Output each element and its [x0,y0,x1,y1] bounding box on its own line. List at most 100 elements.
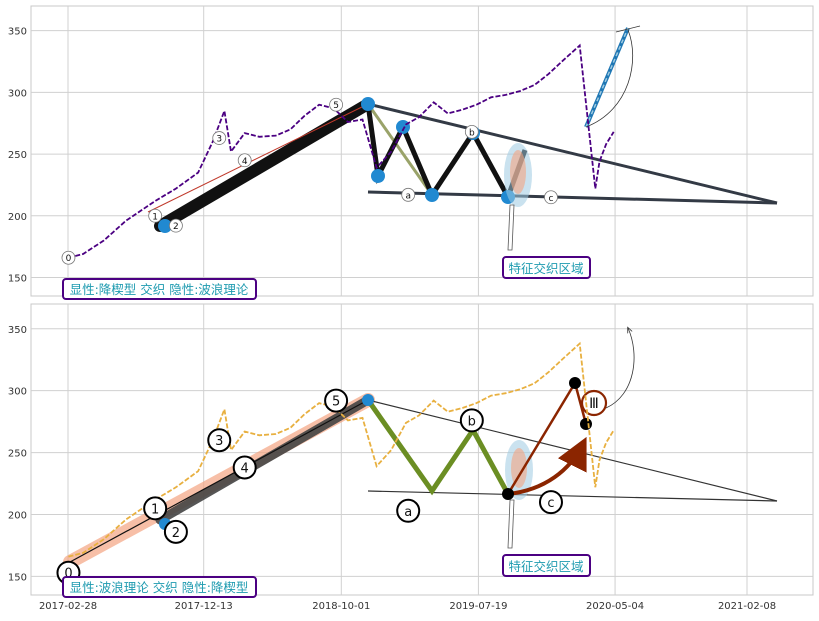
bottom-node [569,377,581,389]
wave-label-0: 0 [61,250,76,265]
price-series-line [68,43,615,259]
x-tick-label: 2017-12-13 [175,601,233,612]
y-tick-label: 150 [8,572,27,583]
top-projection-tick [615,25,641,33]
wave-label-5: 5 [324,388,349,413]
bottom-legend-box: 显性:波浪理论 交织 隐性:降楔型 [62,576,257,598]
bottom-y-tick-labels: 150 200 250 300 350 [8,325,27,584]
top-interweave-ellipse-inner [510,150,526,194]
x-tick-label: 2019-07-19 [449,601,507,612]
wave-label-4: 4 [232,455,257,480]
bottom-wave-green [365,398,511,496]
wave-label-circle [459,408,484,433]
wave-label-1: 1 [143,496,168,521]
wave-label-text: c [547,496,554,511]
bottom-overlays: Ⅲ [63,328,778,569]
y-tick-label: 300 [8,88,27,99]
top-callout-pointer [507,204,515,251]
wave-label-circle [207,428,232,453]
wave-label-circle [212,131,227,145]
top-node [361,97,375,111]
top-wave-labels: 0 1 2 3 4 5 a b c [61,97,558,265]
y-tick-label: 150 [8,273,27,284]
wave-label-5: 5 [329,97,344,112]
bottom-impulse-dark-band [155,395,373,525]
wave-label-text: 0 [64,567,72,582]
bottom-annotation-box: 特征交织区域 [502,554,591,577]
y-tick-label: 350 [8,27,27,38]
wave-label-3: 3 [207,428,232,453]
bottom-wedge-lower-line [367,490,778,502]
top-price-series [68,43,615,259]
x-tick-label: 2020-05-04 [586,601,644,612]
top-projection-curve [585,29,634,128]
wave-label-circle [237,153,252,168]
wave-label-b: b [459,408,484,433]
top-wave-impulse-band [154,98,374,232]
bottom-wave-labels: 0 12 3 4 5 a b c [56,388,563,585]
top-node [158,219,172,233]
wave-label-text: 3 [215,434,223,449]
wave-label-b: b [464,124,479,139]
wave-label-circle [143,496,168,521]
wave-label-a: a [401,187,416,202]
top-wave-olive [366,103,434,196]
bottom-projection-arrow [507,436,587,496]
wave-label-2: 2 [163,519,188,544]
wave-label-text: 2 [173,222,179,232]
y-tick-label: 250 [8,150,27,161]
bottom-legend-text: 显性:波浪理论 交织 隐性:降楔型 [70,580,249,595]
top-node [396,120,410,134]
top-panel-frame [30,5,814,297]
wave-label-circle [401,187,416,202]
bottom-thin-arrow [605,328,635,409]
bottom-node [362,394,374,406]
top-wave-thin-red [147,103,369,213]
wave-label-text: 0 [66,254,72,264]
top-annotation-text: 特征交织区域 [508,261,583,276]
top-node [371,169,385,183]
x-tick-label: 2017-02-28 [39,601,97,612]
top-legend-box: 显性:降楔型 交织 隐性:波浪理论 [62,278,257,300]
x-tick-label: 2018-10-01 [312,601,370,612]
wave-label-text: 1 [152,212,158,222]
wave-label-text: c [549,194,554,204]
x-tick-label: 2021-02-08 [718,601,776,612]
top-annotation-box: 特征交织区域 [502,256,591,279]
bottom-interweave-ellipse-inner [511,448,527,488]
wave-label-circle [61,250,76,265]
y-tick-label: 200 [8,212,27,223]
x-tick-labels: 2017-02-28 2017-12-13 2018-10-01 2019-07-19… [39,601,776,612]
wave-label-text: 2 [172,526,180,541]
wave-label-1: 1 [148,208,163,223]
wave-label-circle [538,490,563,515]
price-series-line [68,341,615,558]
wave-label-text: 5 [333,101,339,111]
wave-label-circle [148,208,163,223]
wave-label-2: 2 [169,218,183,233]
wave-label-4: 4 [237,153,252,168]
wave-label-text: b [468,414,476,429]
wave-label-circle [163,519,188,544]
wave-label-a: a [396,498,421,523]
y-tick-label: 300 [8,387,27,398]
wave-label-c: c [544,190,558,205]
wave-label-text: 4 [242,157,248,167]
top-y-tick-labels: 150 200 250 300 350 [8,27,27,285]
bottom-panel-frame [30,303,814,596]
wave-label-text: 1 [151,502,159,517]
bottom-callout-pointer [507,499,515,549]
wave-label-text: a [404,505,412,520]
y-tick-label: 200 [8,511,27,522]
bottom-node [502,488,514,500]
wave-label-circle [324,388,349,413]
wave-label-text: 4 [241,461,249,476]
bottom-impulse-line [69,399,369,563]
wave-label-circle [329,97,344,112]
wave-label-text: a [405,191,411,201]
wave-label-circle [544,190,558,205]
bottom-roman-circle [580,389,608,417]
top-wedge-upper-line [367,102,778,205]
